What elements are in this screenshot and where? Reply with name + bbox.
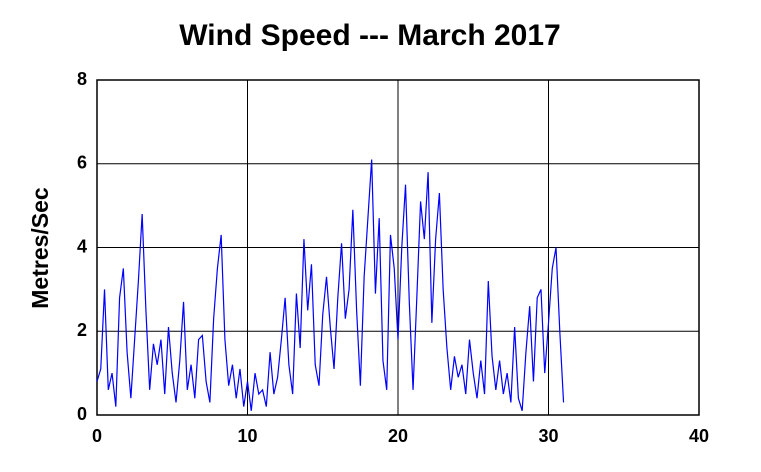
x-tick-label: 40: [689, 426, 709, 446]
y-axis-label: Metres/Sec: [27, 187, 53, 309]
y-tick-label: 8: [77, 69, 87, 89]
y-tick-label: 4: [77, 236, 87, 256]
chart-title: Wind Speed --- March 2017: [179, 19, 560, 52]
x-tick-label: 10: [237, 426, 257, 446]
x-tick-label: 30: [538, 426, 558, 446]
data-line: [96, 159, 565, 411]
y-tick-label: 6: [77, 153, 87, 173]
y-tick-label: 2: [77, 320, 87, 340]
x-tick-label: 0: [92, 426, 102, 446]
y-tick-label: 0: [77, 404, 87, 424]
plot-frame: [96, 79, 700, 416]
x-tick-label: 20: [388, 426, 408, 446]
